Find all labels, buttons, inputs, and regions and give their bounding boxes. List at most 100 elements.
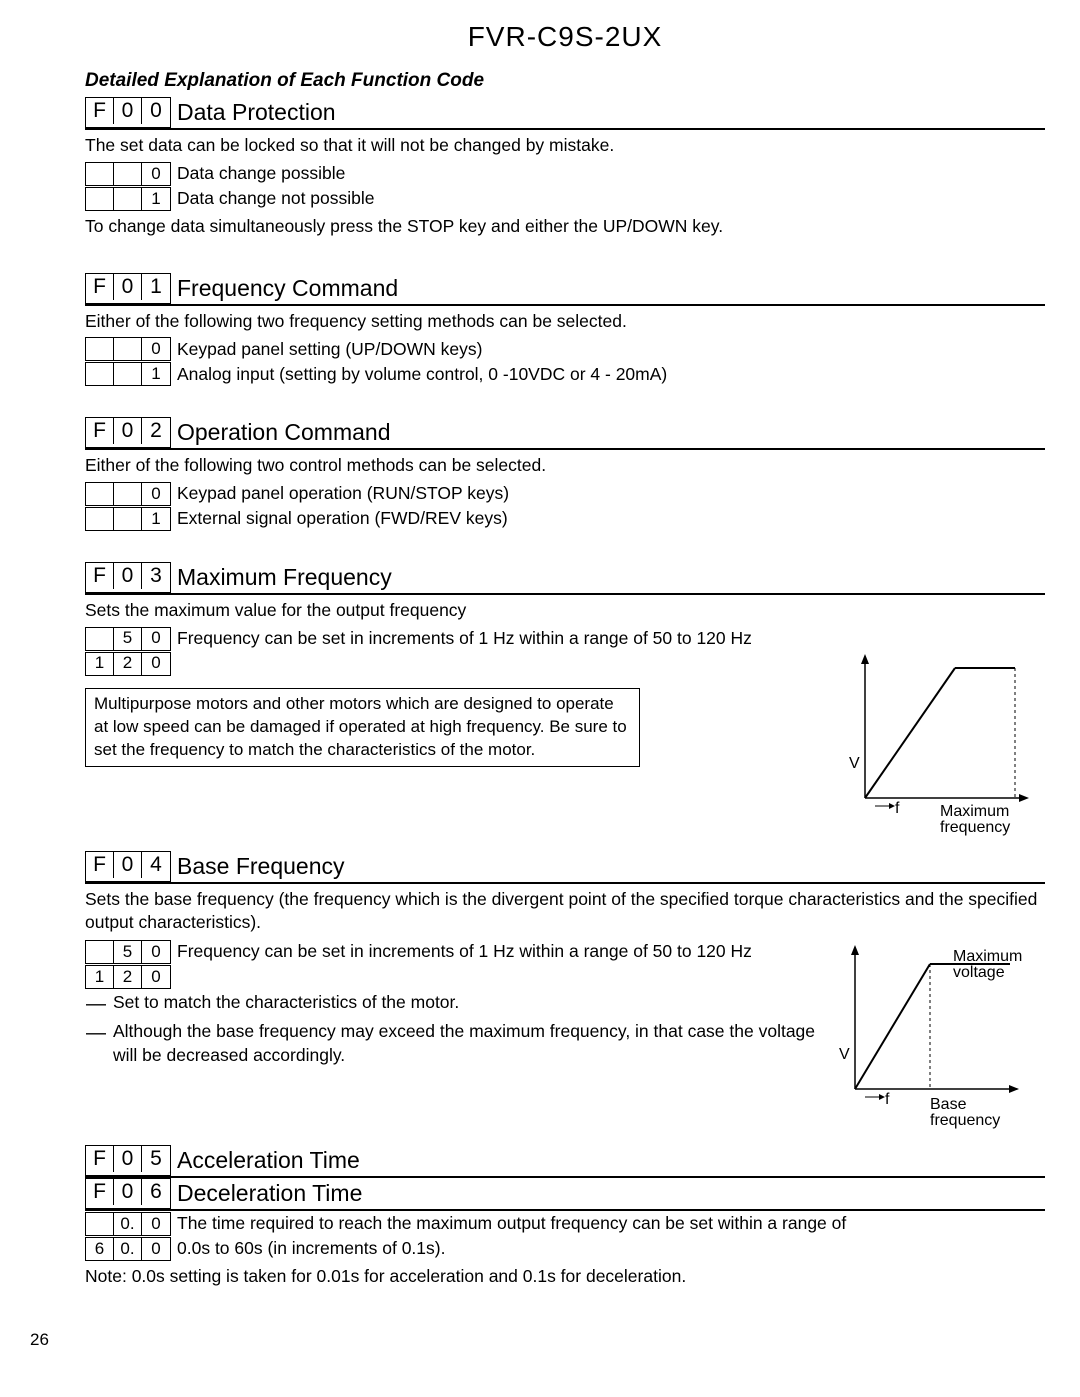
opt-cell: 1 — [86, 653, 114, 675]
opt-label: Data change not possible — [177, 187, 375, 211]
code-cell: 0 — [114, 418, 142, 444]
dash-icon: — — [85, 991, 107, 1018]
opt-cell: 0 — [142, 1213, 170, 1235]
option-box: 1 2 0 — [85, 652, 171, 676]
func-title: Operation Command — [177, 417, 391, 448]
opt-label: External signal operation (FWD/REV keys) — [177, 507, 508, 531]
opt-label: Data change possible — [177, 162, 345, 186]
section-subtitle: Detailed Explanation of Each Function Co… — [85, 68, 1045, 94]
code-cell: 6 — [142, 1179, 170, 1205]
code-box: F 0 6 — [85, 1178, 171, 1209]
code-cell: 4 — [142, 852, 170, 878]
dash-icon: — — [85, 1020, 107, 1067]
func-desc: The set data can be locked so that it wi… — [85, 134, 1045, 158]
func-header-f06: F 0 6 Deceleration Time — [85, 1178, 1045, 1211]
code-cell: 0 — [114, 563, 142, 589]
option-row: 0 Data change possible — [85, 162, 1045, 186]
func-title: Frequency Command — [177, 273, 398, 304]
code-cell: F — [86, 852, 114, 878]
bullet: — Set to match the characteristics of th… — [85, 991, 817, 1018]
opt-label: Frequency can be set in increments of 1 … — [177, 627, 752, 651]
plateau-label: Maximum — [953, 948, 1022, 965]
code-box: F 0 1 — [85, 273, 171, 304]
opt-cell: 2 — [114, 966, 142, 988]
chart-caption: frequency — [940, 819, 1010, 836]
option-row: 0 Keypad panel operation (RUN/STOP keys) — [85, 482, 1045, 506]
bullet: — Although the base frequency may exceed… — [85, 1020, 817, 1067]
opt-cell — [114, 338, 142, 360]
opt-cell — [114, 363, 142, 385]
func-desc: Sets the maximum value for the output fr… — [85, 599, 1045, 623]
opt-cell: 6 — [86, 1238, 114, 1260]
func-header-f04: F 0 4 Base Frequency — [85, 851, 1045, 884]
caution-note: Multipurpose motors and other motors whi… — [85, 688, 640, 767]
opt-label: Frequency can be set in increments of 1 … — [177, 940, 752, 964]
option-box: 0 — [85, 482, 171, 506]
opt-cell — [86, 1213, 114, 1235]
func-title: Deceleration Time — [177, 1178, 362, 1209]
opt-cell: 0. — [114, 1238, 142, 1260]
code-cell: F — [86, 418, 114, 444]
func-desc: Either of the following two control meth… — [85, 454, 1045, 478]
func-desc: Either of the following two frequency se… — [85, 310, 1045, 334]
opt-cell — [86, 628, 114, 650]
code-cell: F — [86, 1146, 114, 1172]
opt-cell: 0 — [142, 163, 170, 185]
opt-cell — [86, 338, 114, 360]
code-cell: F — [86, 274, 114, 300]
option-row: 5 0 Frequency can be set in increments o… — [85, 940, 817, 964]
func-header-f05: F 0 5 Acceleration Time — [85, 1145, 1045, 1178]
func-header-f01: F 0 1 Frequency Command — [85, 273, 1045, 306]
code-cell: 2 — [142, 418, 170, 444]
chart-caption: frequency — [930, 1112, 1000, 1129]
plateau-label: voltage — [953, 964, 1005, 981]
option-box: 1 2 0 — [85, 965, 171, 989]
option-box: 0. 0 — [85, 1212, 171, 1236]
option-box: 1 — [85, 507, 171, 531]
opt-cell — [114, 508, 142, 530]
func-header-f02: F 0 2 Operation Command — [85, 417, 1045, 450]
code-cell: F — [86, 1179, 114, 1205]
func-title: Maximum Frequency — [177, 562, 392, 593]
opt-cell: 1 — [142, 363, 170, 385]
code-box: F 0 0 — [85, 97, 171, 128]
func-title: Acceleration Time — [177, 1145, 360, 1176]
func-header-f00: F 0 0 Data Protection — [85, 97, 1045, 130]
opt-label: Keypad panel operation (RUN/STOP keys) — [177, 482, 509, 506]
model-title: FVR-C9S-2UX — [85, 18, 1045, 56]
option-box: 5 0 — [85, 627, 171, 651]
option-box: 1 — [85, 187, 171, 211]
code-cell: 0 — [114, 98, 142, 124]
opt-cell — [86, 363, 114, 385]
chart-caption: Maximum — [940, 803, 1009, 820]
axis-f-label: f — [885, 1091, 890, 1108]
axis-v-label: V — [839, 1046, 850, 1063]
func-note: Note: 0.0s setting is taken for 0.01s fo… — [85, 1265, 1045, 1289]
opt-cell — [114, 188, 142, 210]
opt-cell: 0 — [142, 338, 170, 360]
opt-cell: 0 — [142, 941, 170, 963]
func-tail: To change data simultaneously press the … — [85, 215, 1045, 239]
option-row: 0 Keypad panel setting (UP/DOWN keys) — [85, 337, 1045, 361]
code-cell: 0 — [114, 852, 142, 878]
opt-label: Analog input (setting by volume control,… — [177, 362, 667, 386]
option-row: 6 0. 0 0.0s to 60s (in increments of 0.1… — [85, 1237, 1045, 1261]
func-desc: Sets the base frequency (the frequency w… — [85, 888, 1045, 935]
option-row: 1 2 0 — [85, 965, 817, 989]
opt-cell: 5 — [114, 941, 142, 963]
option-row: 1 Data change not possible — [85, 187, 1045, 211]
page-number: 26 — [30, 1329, 1045, 1352]
code-box: F 0 3 — [85, 562, 171, 593]
bullet-text: Although the base frequency may exceed t… — [113, 1020, 817, 1067]
opt-cell: 0 — [142, 1238, 170, 1260]
opt-cell — [114, 163, 142, 185]
opt-cell — [86, 188, 114, 210]
code-cell: 0 — [142, 98, 170, 124]
axis-v-label: V — [849, 755, 860, 772]
option-row: 1 External signal operation (FWD/REV key… — [85, 507, 1045, 531]
func-header-f03: F 0 3 Maximum Frequency — [85, 562, 1045, 595]
option-box: 0 — [85, 337, 171, 361]
opt-cell: 0. — [114, 1213, 142, 1235]
axis-f-label: f — [895, 800, 900, 817]
opt-cell: 5 — [114, 628, 142, 650]
